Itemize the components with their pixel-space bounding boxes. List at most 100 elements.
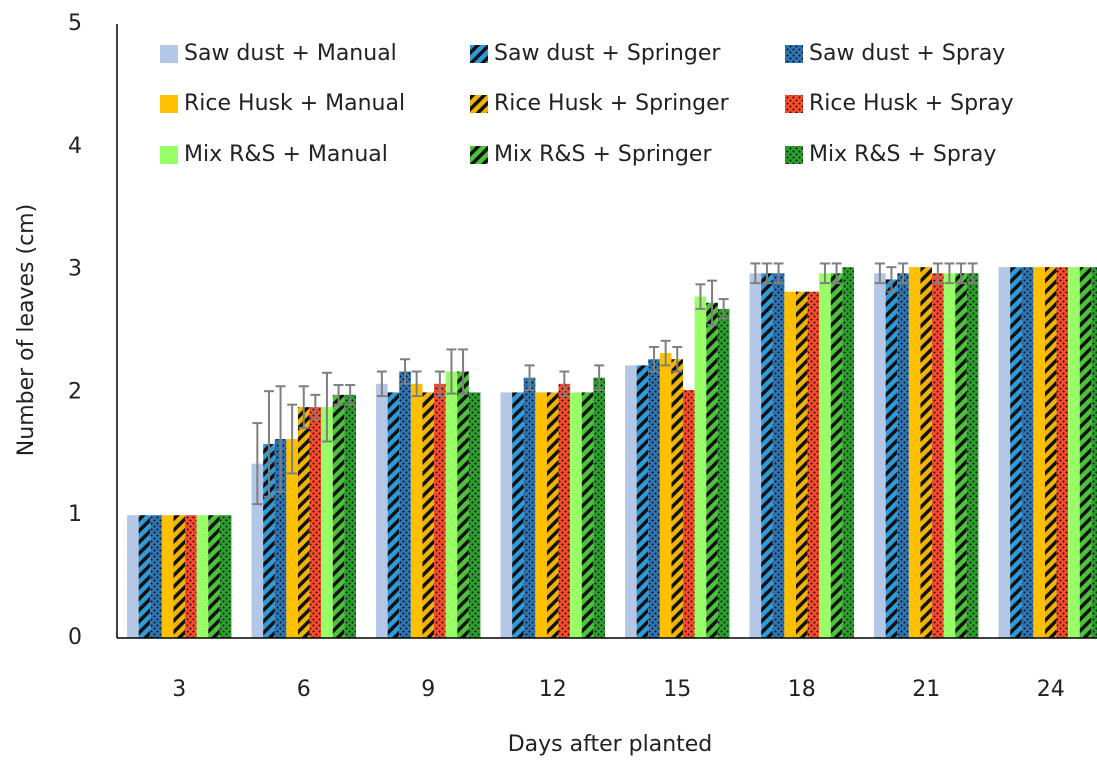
bar: [784, 292, 796, 638]
bar: [376, 384, 388, 638]
bar: [874, 273, 886, 638]
legend-swatch: [785, 45, 803, 63]
bar: [547, 392, 559, 638]
bar: [446, 372, 458, 638]
bar: [559, 384, 571, 638]
bar: [683, 390, 695, 638]
bar: [310, 407, 322, 638]
legend-swatch: [470, 146, 488, 164]
bar: [208, 515, 220, 638]
y-tick-label: 1: [68, 502, 82, 527]
bar: [220, 515, 232, 638]
legend-label: Mix R&S + Springer: [494, 142, 712, 167]
bar: [457, 372, 469, 638]
bar: [637, 365, 649, 638]
bar: [1045, 267, 1057, 638]
bar: [944, 273, 956, 638]
bar: [535, 392, 547, 638]
bar: [761, 273, 773, 638]
bar: [897, 273, 909, 638]
y-tick-label: 0: [68, 625, 82, 650]
y-tick-label: 2: [68, 379, 82, 404]
bar: [422, 392, 434, 638]
bar: [469, 392, 481, 638]
bar: [706, 303, 718, 638]
x-tick-label: 12: [539, 677, 567, 702]
legend-swatch: [785, 146, 803, 164]
y-tick-label: 5: [68, 11, 82, 36]
bar: [718, 309, 730, 638]
bar: [570, 392, 582, 638]
bar: [501, 392, 513, 638]
bar: [773, 273, 785, 638]
bar: [909, 267, 921, 638]
legend-label: Saw dust + Spray: [809, 41, 1005, 66]
legend-swatch: [160, 45, 178, 63]
bar: [886, 279, 898, 638]
legend-label: Rice Husk + Manual: [184, 91, 405, 116]
bar: [955, 273, 967, 638]
bar: [660, 353, 672, 638]
bar: [127, 515, 139, 638]
legend-label: Mix R&S + Spray: [809, 142, 996, 167]
legend-swatch: [785, 95, 803, 113]
bar: [139, 515, 151, 638]
bar: [173, 515, 185, 638]
x-tick-label: 24: [1037, 677, 1065, 702]
bar: [750, 273, 762, 638]
bar: [831, 273, 843, 638]
x-axis-label: Days after planted: [508, 732, 713, 757]
bar: [333, 395, 345, 638]
bar: [819, 273, 831, 638]
bar: [399, 372, 411, 638]
bar: [344, 395, 356, 638]
bar: [1010, 267, 1022, 638]
bar: [1057, 267, 1069, 638]
bar: [796, 292, 808, 638]
legend-label: Mix R&S + Manual: [184, 142, 388, 167]
bar: [388, 392, 400, 638]
legend-label: Rice Husk + Springer: [494, 91, 730, 116]
bar: [920, 267, 932, 638]
bar: [625, 365, 637, 638]
bar: [512, 392, 524, 638]
bar: [1080, 267, 1092, 638]
bar: [162, 515, 174, 638]
x-tick-label: 21: [912, 677, 940, 702]
bar: [999, 267, 1011, 638]
bar: [1033, 267, 1045, 638]
bar: [808, 292, 820, 638]
legend-label: Rice Husk + Spray: [809, 91, 1014, 116]
legend-swatch: [470, 45, 488, 63]
x-tick-label: 6: [297, 677, 311, 702]
legend-swatch: [160, 95, 178, 113]
bar: [593, 378, 605, 638]
legend-label: Saw dust + Springer: [494, 41, 721, 66]
bar: [150, 515, 162, 638]
bar: [582, 392, 594, 638]
bar: [1022, 267, 1034, 638]
legend-swatch: [470, 95, 488, 113]
bar: [185, 515, 197, 638]
bar: [1068, 267, 1080, 638]
bar: [842, 267, 854, 638]
bar: [411, 384, 423, 638]
bar: [434, 384, 446, 638]
legend-label: Saw dust + Manual: [184, 41, 397, 66]
bar: [1091, 267, 1097, 638]
bar: [695, 297, 707, 638]
x-tick-label: 3: [172, 677, 186, 702]
bar: [648, 359, 660, 638]
bar: [298, 407, 310, 638]
x-tick-label: 9: [421, 677, 435, 702]
y-axis-label: Number of leaves (cm): [14, 204, 39, 456]
x-tick-label: 18: [788, 677, 816, 702]
chart: Number of leaves (cm) Days after planted…: [0, 0, 1097, 762]
bar: [671, 359, 683, 638]
y-tick-label: 3: [68, 257, 82, 282]
page: {"chart_data": {"type": "bar", "x_label"…: [0, 0, 1097, 762]
bar: [967, 273, 979, 638]
bar: [197, 515, 209, 638]
legend-swatch: [160, 146, 178, 164]
x-tick-label: 15: [663, 677, 691, 702]
